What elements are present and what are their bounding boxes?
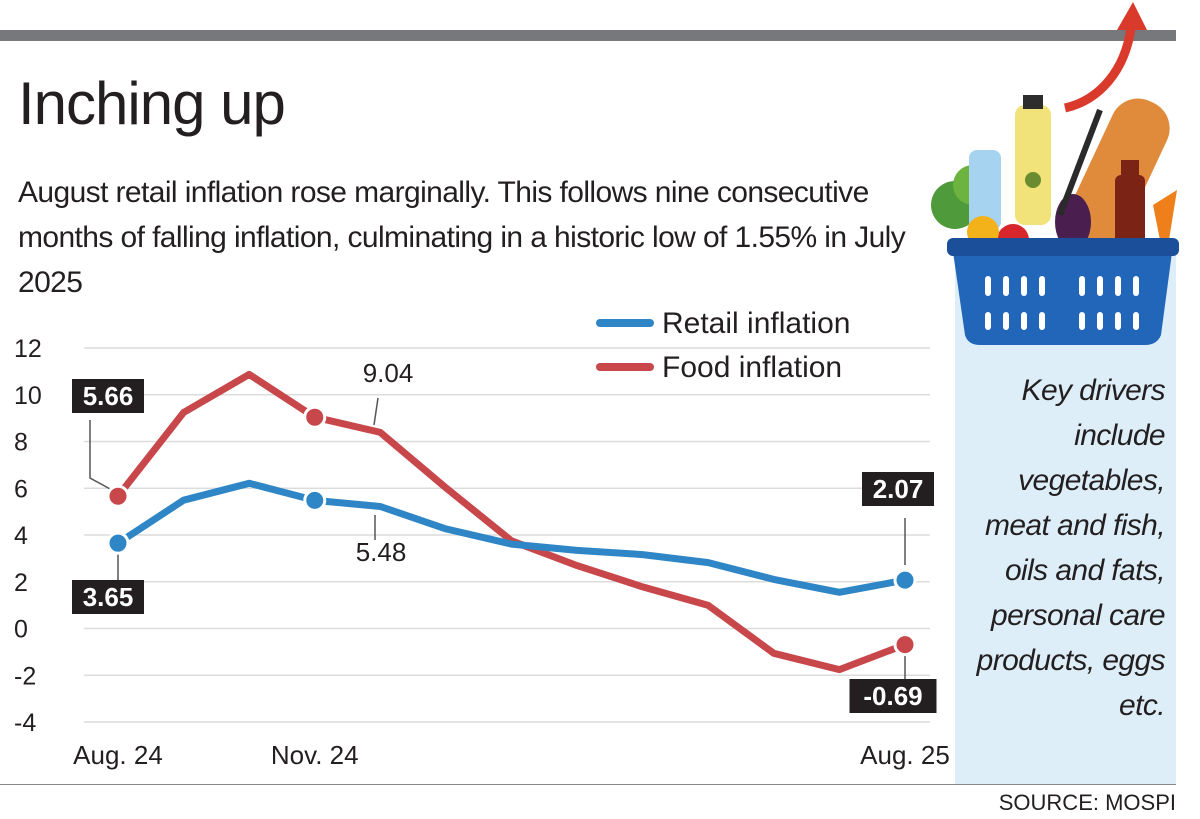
- x-tick-label: Aug. 25: [860, 740, 950, 770]
- data-point: [893, 568, 917, 592]
- data-point: [303, 405, 327, 429]
- data-label: 9.04: [363, 358, 414, 388]
- y-tick-label: 2: [14, 569, 28, 597]
- data-label-box: [862, 472, 934, 506]
- data-label: 2.07: [873, 474, 924, 504]
- key-drivers-text: Key drivers include vegetables, meat and…: [976, 374, 1166, 722]
- data-label: 5.66: [83, 381, 134, 411]
- source-note: SOURCE: MOSPI: [998, 790, 1176, 815]
- grocery-basket-icon: [931, 2, 1179, 345]
- y-tick-label: -4: [14, 709, 36, 737]
- arrow-up-icon: [1063, 27, 1136, 113]
- series-line-food: [114, 370, 909, 674]
- y-tick-label: 0: [14, 616, 28, 644]
- bottom-rule: [0, 784, 1176, 785]
- top-rule: [0, 30, 1176, 41]
- legend-label: Retail inflation: [662, 307, 850, 340]
- y-tick-label: -2: [14, 662, 36, 690]
- data-point: [303, 488, 327, 512]
- x-tick-label: Aug. 24: [73, 740, 163, 770]
- data-point: [106, 484, 130, 508]
- y-tick-label: 4: [14, 522, 28, 550]
- y-tick-label: 12: [14, 335, 42, 363]
- page-title: Inching up: [18, 70, 286, 137]
- data-label: -0.69: [863, 681, 922, 711]
- y-tick-label: 10: [14, 382, 42, 410]
- y-tick-label: 8: [14, 429, 28, 457]
- leader-line: [89, 420, 113, 491]
- data-label: 3.65: [83, 582, 134, 612]
- data-label-box: [72, 580, 144, 614]
- y-tick-label: 6: [14, 475, 28, 503]
- chart-subtitle: August retail inflation rose marginally.…: [18, 176, 906, 299]
- data-label-box: [72, 379, 144, 413]
- data-point: [106, 531, 130, 555]
- leader-line: [373, 397, 379, 426]
- x-tick-label: Nov. 24: [271, 740, 359, 770]
- series-line-retail: [114, 479, 909, 596]
- data-point: [893, 633, 917, 657]
- legend-label: Food inflation: [662, 351, 842, 384]
- data-label: 5.48: [356, 537, 407, 567]
- data-label-box: [849, 679, 937, 713]
